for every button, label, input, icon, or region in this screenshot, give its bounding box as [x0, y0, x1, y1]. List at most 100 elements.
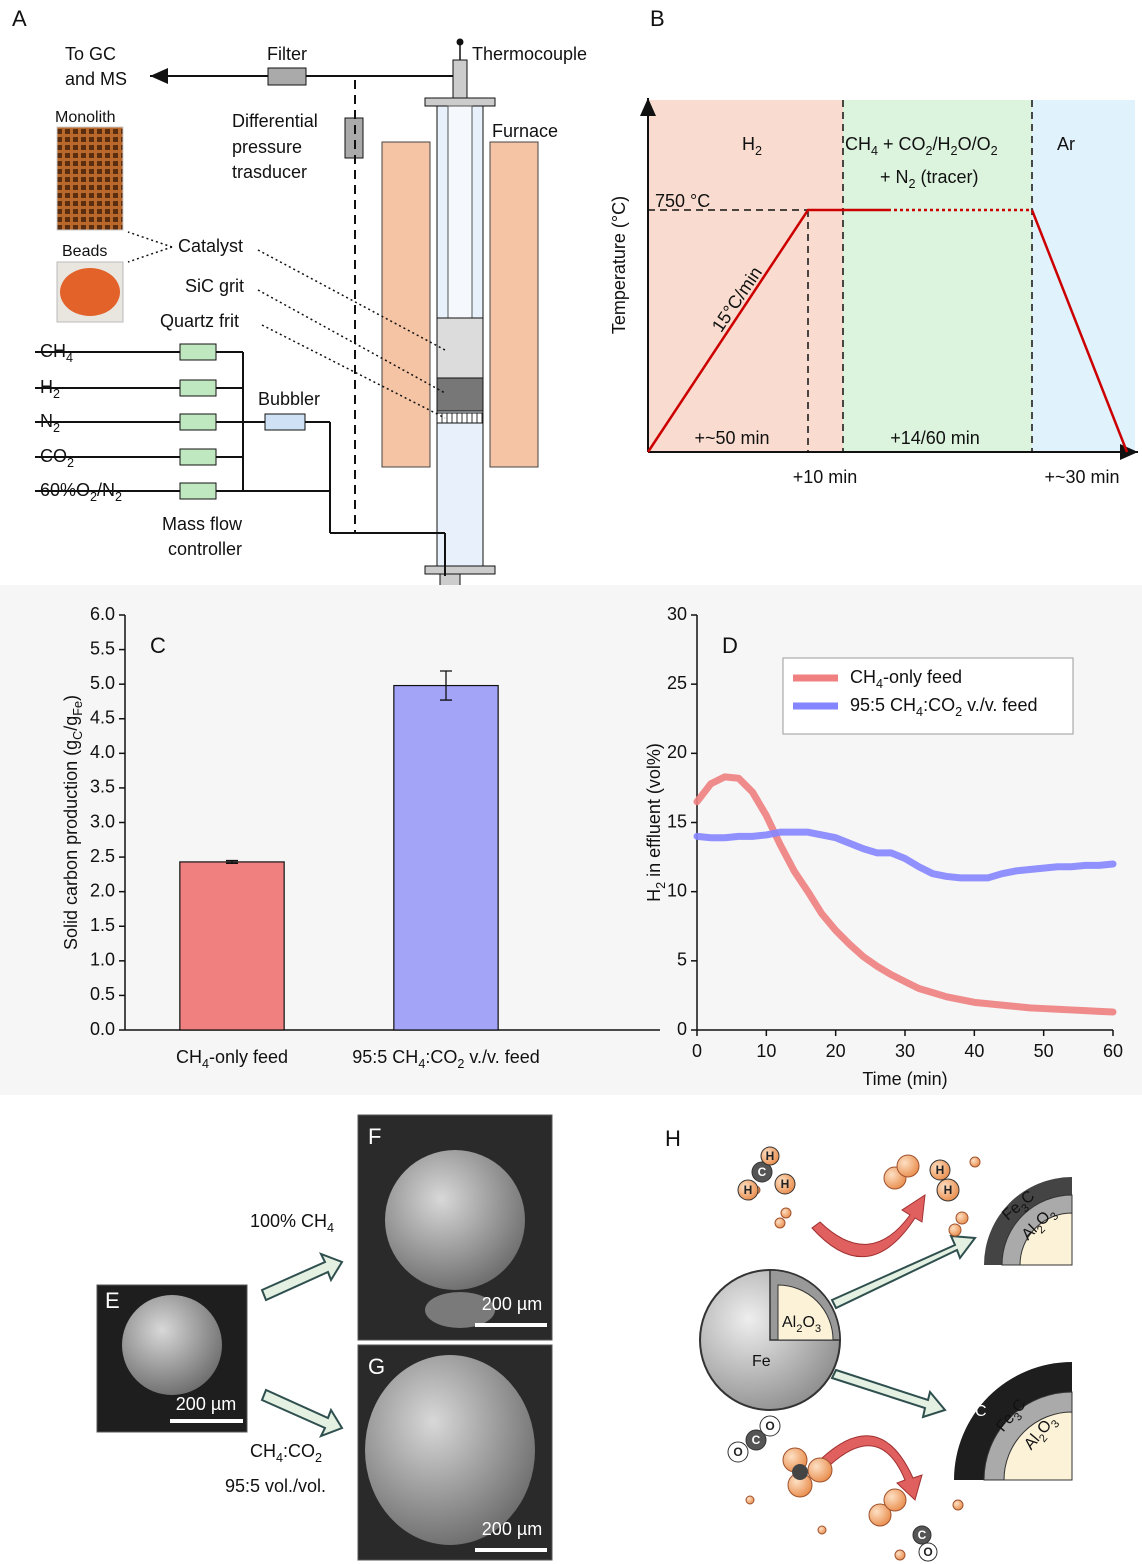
- beads: [60, 268, 120, 316]
- y-tick-label: 5.5: [90, 638, 115, 658]
- label: To GC: [65, 44, 116, 64]
- furnace: [381, 141, 431, 468]
- text-run: /g: [61, 716, 81, 731]
- x-tick-label: 20: [826, 1041, 846, 1061]
- subscript: 2: [796, 1323, 802, 1335]
- label: Filter: [267, 44, 307, 64]
- label: Beads: [62, 243, 107, 260]
- stage-region: [1032, 100, 1135, 452]
- label: and MS: [65, 69, 127, 89]
- scale-label: 200 µm: [482, 1519, 542, 1539]
- subscript: 4: [418, 1057, 425, 1071]
- text-run: + N: [880, 167, 909, 187]
- subscript: 2: [909, 177, 916, 191]
- text-run: (tracer): [916, 167, 979, 187]
- atom-label: O: [765, 1419, 774, 1433]
- text-run: O/O: [958, 134, 991, 154]
- text-run: -only feed: [883, 667, 962, 687]
- y-tick-label: 4.0: [90, 742, 115, 762]
- text-run: O: [802, 1314, 814, 1331]
- y-tick-label: 0.0: [90, 1019, 115, 1039]
- panel-letter: E: [105, 1288, 120, 1313]
- subscript: 4: [876, 677, 883, 691]
- particle: [385, 1150, 525, 1290]
- text-run: CO: [40, 446, 67, 466]
- panel-letter: F: [368, 1124, 381, 1149]
- shell-core: [1003, 1411, 1073, 1481]
- subscript: 2: [115, 490, 122, 504]
- arrow: [260, 1252, 344, 1302]
- subscript: C: [71, 731, 85, 740]
- atom: [774, 1173, 796, 1195]
- subscript: 2: [755, 144, 762, 158]
- gas: CO2: [40, 446, 74, 471]
- x-tick-label: 10: [756, 1041, 776, 1061]
- subscript: 2: [90, 490, 97, 504]
- y-tick-label: 1.5: [90, 915, 115, 935]
- gas: 60%O2/N2: [40, 480, 122, 505]
- quartz-frit: [436, 412, 484, 424]
- atom: [929, 1159, 951, 1181]
- y-tick-label: 3.0: [90, 811, 115, 831]
- x-tick-label: CH4-only feed: [176, 1047, 288, 1072]
- debris: [425, 1292, 495, 1328]
- y-tick-label: 1.0: [90, 950, 115, 970]
- text-run: v./v. feed: [464, 1047, 539, 1067]
- atom: [751, 1161, 773, 1183]
- inner-tube: [447, 105, 473, 319]
- text-run: 100% CH: [250, 1211, 327, 1231]
- text-run: H: [644, 889, 664, 902]
- furnace: [489, 141, 539, 468]
- shell-core: [1019, 1212, 1073, 1266]
- y-tick-label: 0: [677, 1019, 687, 1039]
- atom-label: H: [766, 1149, 775, 1163]
- stage-label: + N2 (tracer): [880, 167, 979, 192]
- subscript: 4: [66, 351, 73, 365]
- subscript: 2: [955, 705, 962, 719]
- duration: +~50 min: [694, 428, 769, 448]
- arrow: [830, 1368, 947, 1419]
- text-run: 95:5 CH: [352, 1047, 418, 1067]
- atom: [760, 1146, 780, 1166]
- flange: [424, 97, 496, 107]
- atom: [918, 1542, 938, 1562]
- y-tick-label: 25: [667, 673, 687, 693]
- text-run: CH: [176, 1047, 202, 1067]
- y-tick-label: 2.5: [90, 846, 115, 866]
- layer-label: Al2O3: [1019, 1204, 1061, 1246]
- duration: +~30 min: [1044, 467, 1119, 487]
- text-run: CH: [250, 1441, 276, 1461]
- layer-label: Fe: [752, 1353, 771, 1370]
- x-axis-label: Time (min): [862, 1069, 947, 1089]
- legend-label: 95:5 CH4:CO2 v./v. feed: [850, 695, 1037, 720]
- y-tick-label: 2.0: [90, 880, 115, 900]
- temperature-profile: [646, 208, 888, 453]
- text-run: :CO: [283, 1441, 315, 1461]
- subscript: 2: [926, 144, 933, 158]
- subscript: 4: [327, 1221, 334, 1235]
- subscript: 2: [951, 144, 958, 158]
- atom: [737, 1179, 759, 1201]
- fitting: [439, 573, 461, 587]
- filter: [267, 67, 307, 86]
- x-tick-label: 60: [1103, 1041, 1123, 1061]
- pressure-transducer: [344, 117, 364, 159]
- atom-label: C: [752, 1433, 761, 1447]
- guides: [648, 100, 1033, 452]
- y-tick-label: 6.0: [90, 604, 115, 624]
- subscript: 3: [815, 1323, 821, 1335]
- text-run: Solid carbon production (g: [61, 740, 81, 950]
- subscript: 4: [871, 144, 878, 158]
- panels-efg: E 200 µm F 200 µm G 200 µm 100% CH4 CH4:…: [96, 1114, 553, 1561]
- monolith-photo: [56, 126, 124, 231]
- panel-letter: D: [722, 633, 738, 658]
- panel-letter: B: [650, 6, 665, 31]
- subscript: Fe: [71, 701, 85, 716]
- label: Monolith: [55, 109, 115, 126]
- y-tick-label: 4.5: [90, 708, 115, 728]
- label: Furnace: [492, 121, 558, 141]
- x-tick-label: 0: [692, 1041, 702, 1061]
- atom: [745, 1429, 767, 1451]
- cutaway-core: [777, 1284, 834, 1341]
- panel-b: B H2 CH4 + CO2/H2O/O2 + N2 (tracer) Ar 7…: [609, 6, 1138, 487]
